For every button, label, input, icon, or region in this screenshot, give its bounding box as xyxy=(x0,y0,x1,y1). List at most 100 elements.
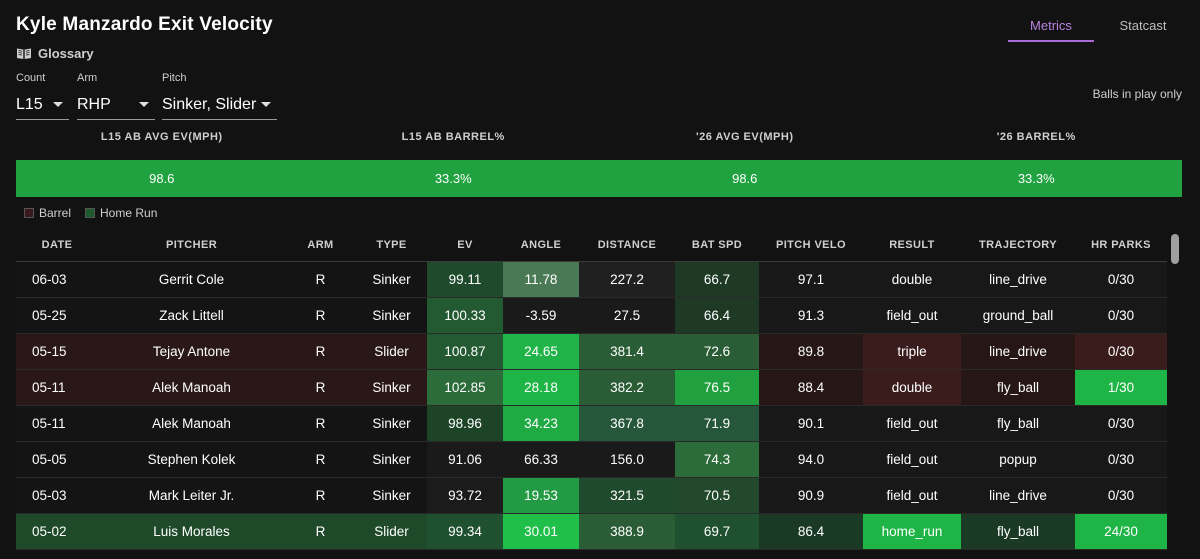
cell-date: 05-25 xyxy=(32,308,67,323)
column-header-bat-speed[interactable]: BAT SPD xyxy=(691,238,743,251)
cell-pitcher: Luis Morales xyxy=(153,524,230,539)
cell-ev: 98.96 xyxy=(427,406,503,441)
caret-down-icon xyxy=(53,102,63,107)
cell-type: Sinker xyxy=(372,416,411,431)
cell-type: Slider xyxy=(374,344,409,359)
cell-pitch-velo: 86.4 xyxy=(759,514,863,549)
cell-ev: 100.87 xyxy=(427,334,503,369)
cell-result: double xyxy=(863,370,961,405)
legend-home-run-swatch xyxy=(85,208,96,218)
exit-velocity-table: DATE PITCHER ARM TYPE EV ANGLE DISTANCE BAT SPD… xyxy=(16,228,1167,550)
cell-bat-speed: 76.5 xyxy=(675,370,759,405)
cell-result: triple xyxy=(863,334,961,369)
cell-bat-speed: 66.7 xyxy=(675,262,759,297)
cell-trajectory: line_drive xyxy=(961,262,1075,297)
arm-value: RHP xyxy=(77,95,111,113)
column-header-angle[interactable]: ANGLE xyxy=(520,238,562,251)
cell-trajectory: line_drive xyxy=(961,334,1075,369)
cell-date: 06-03 xyxy=(32,272,67,287)
arm-select[interactable]: RHP xyxy=(77,90,155,120)
column-header-arm[interactable]: ARM xyxy=(307,238,334,251)
cell-distance: 367.8 xyxy=(579,406,675,441)
cell-pitcher: Stephen Kolek xyxy=(147,452,236,467)
cell-hr-parks: 0/30 xyxy=(1075,334,1167,369)
cell-pitcher: Alek Manoah xyxy=(152,416,231,431)
cell-result: field_out xyxy=(863,442,961,477)
cell-angle: 19.53 xyxy=(503,478,579,513)
pitch-filter: Pitch Sinker, Slider xyxy=(162,72,277,120)
column-header-date[interactable]: DATE xyxy=(41,238,73,251)
cell-hr-parks: 0/30 xyxy=(1075,298,1167,333)
cell-distance: 227.2 xyxy=(579,262,675,297)
summary-header-26-ev: '26 AVG EV(MPH) xyxy=(695,131,794,143)
cell-type: Sinker xyxy=(372,272,411,287)
cell-result: field_out xyxy=(863,298,961,333)
summary-value-l15-ev: 98.6 xyxy=(149,171,175,186)
tab-metrics[interactable]: Metrics xyxy=(1008,10,1094,42)
legend: Barrel Home Run xyxy=(24,206,171,220)
table-scrollbar[interactable] xyxy=(1171,234,1179,264)
table-header: DATE PITCHER ARM TYPE EV ANGLE DISTANCE BAT SPD… xyxy=(16,228,1167,262)
cell-result: field_out xyxy=(863,406,961,441)
cell-pitch-velo: 88.4 xyxy=(759,370,863,405)
pitch-select[interactable]: Sinker, Slider xyxy=(162,90,277,120)
cell-ev: 102.85 xyxy=(427,370,503,405)
table-row[interactable]: 05-11 Alek Manoah R Sinker 98.96 34.23 367.8 71… xyxy=(16,406,1167,442)
column-header-pitcher[interactable]: PITCHER xyxy=(165,238,218,251)
cell-pitch-velo: 94.0 xyxy=(759,442,863,477)
table-row[interactable]: 05-05 Stephen Kolek R Sinker 91.06 66.33 156.0… xyxy=(16,442,1167,478)
cell-pitch-velo: 90.9 xyxy=(759,478,863,513)
cell-distance: 156.0 xyxy=(579,442,675,477)
cell-distance: 382.2 xyxy=(579,370,675,405)
column-header-distance[interactable]: DISTANCE xyxy=(597,238,657,251)
cell-hr-parks: 1/30 xyxy=(1075,370,1167,405)
table-row[interactable]: 06-03 Gerrit Cole R Sinker 99.11 11.78 227.2 66… xyxy=(16,262,1167,298)
column-header-type[interactable]: TYPE xyxy=(376,238,407,251)
pitch-value: Sinker, Slider xyxy=(162,95,257,113)
table-row[interactable]: 05-11 Alek Manoah R Sinker 102.85 28.18 382.2 7… xyxy=(16,370,1167,406)
cell-arm: R xyxy=(315,416,326,431)
tab-statcast[interactable]: Statcast xyxy=(1119,18,1167,33)
table-row[interactable]: 05-02 Luis Morales R Slider 99.34 30.01 388.9 6… xyxy=(16,514,1167,550)
glossary-link[interactable]: Glossary xyxy=(16,46,94,61)
page-title: Kyle Manzardo Exit Velocity xyxy=(16,14,273,35)
cell-pitch-velo: 90.1 xyxy=(759,406,863,441)
cell-date: 05-11 xyxy=(32,416,66,431)
column-header-ev[interactable]: EV xyxy=(457,238,473,251)
view-tabs: Metrics Statcast xyxy=(1000,10,1200,42)
cell-arm: R xyxy=(315,308,326,323)
table-row[interactable]: 05-15 Tejay Antone R Slider 100.87 24.65 381.4… xyxy=(16,334,1167,370)
cell-angle: 28.18 xyxy=(503,370,579,405)
count-label: Count xyxy=(16,72,46,84)
summary-value-26-ev: 98.6 xyxy=(732,171,758,186)
cell-trajectory: fly_ball xyxy=(961,406,1075,441)
table-row[interactable]: 05-03 Mark Leiter Jr. R Sinker 93.72 19.53 321… xyxy=(16,478,1167,514)
column-header-hr-parks[interactable]: HR PARKS xyxy=(1091,238,1151,251)
cell-date: 05-02 xyxy=(32,524,67,539)
cell-angle: 11.78 xyxy=(503,262,579,297)
cell-distance: 27.5 xyxy=(579,298,675,333)
cell-distance: 321.5 xyxy=(579,478,675,513)
table-row[interactable]: 05-25 Zack Littell R Sinker 100.33 -3.59 27.5 6… xyxy=(16,298,1167,334)
cell-angle: -3.59 xyxy=(503,298,579,333)
count-select[interactable]: L15 xyxy=(16,90,69,120)
cell-arm: R xyxy=(315,272,326,287)
cell-hr-parks: 0/30 xyxy=(1075,406,1167,441)
cell-hr-parks: 0/30 xyxy=(1075,262,1167,297)
summary-headers: L15 AB AVG EV(MPH) L15 AB BARREL% '26 AV… xyxy=(16,131,1182,143)
cell-pitcher: Zack Littell xyxy=(159,308,224,323)
cell-distance: 388.9 xyxy=(579,514,675,549)
caret-down-icon xyxy=(261,102,271,107)
column-header-pitch-velo[interactable]: PITCH VELO xyxy=(775,238,846,251)
cell-trajectory: line_drive xyxy=(961,478,1075,513)
cell-type: Sinker xyxy=(372,488,411,503)
column-header-trajectory[interactable]: TRAJECTORY xyxy=(979,238,1057,251)
summary-values: 98.6 33.3% 98.6 33.3% xyxy=(16,160,1182,197)
column-header-result[interactable]: RESULT xyxy=(889,238,935,251)
cell-arm: R xyxy=(315,380,326,395)
cell-hr-parks: 24/30 xyxy=(1075,514,1167,549)
cell-trajectory: ground_ball xyxy=(961,298,1075,333)
cell-type: Sinker xyxy=(372,452,411,467)
cell-angle: 34.23 xyxy=(503,406,579,441)
legend-barrel-swatch xyxy=(24,208,34,218)
